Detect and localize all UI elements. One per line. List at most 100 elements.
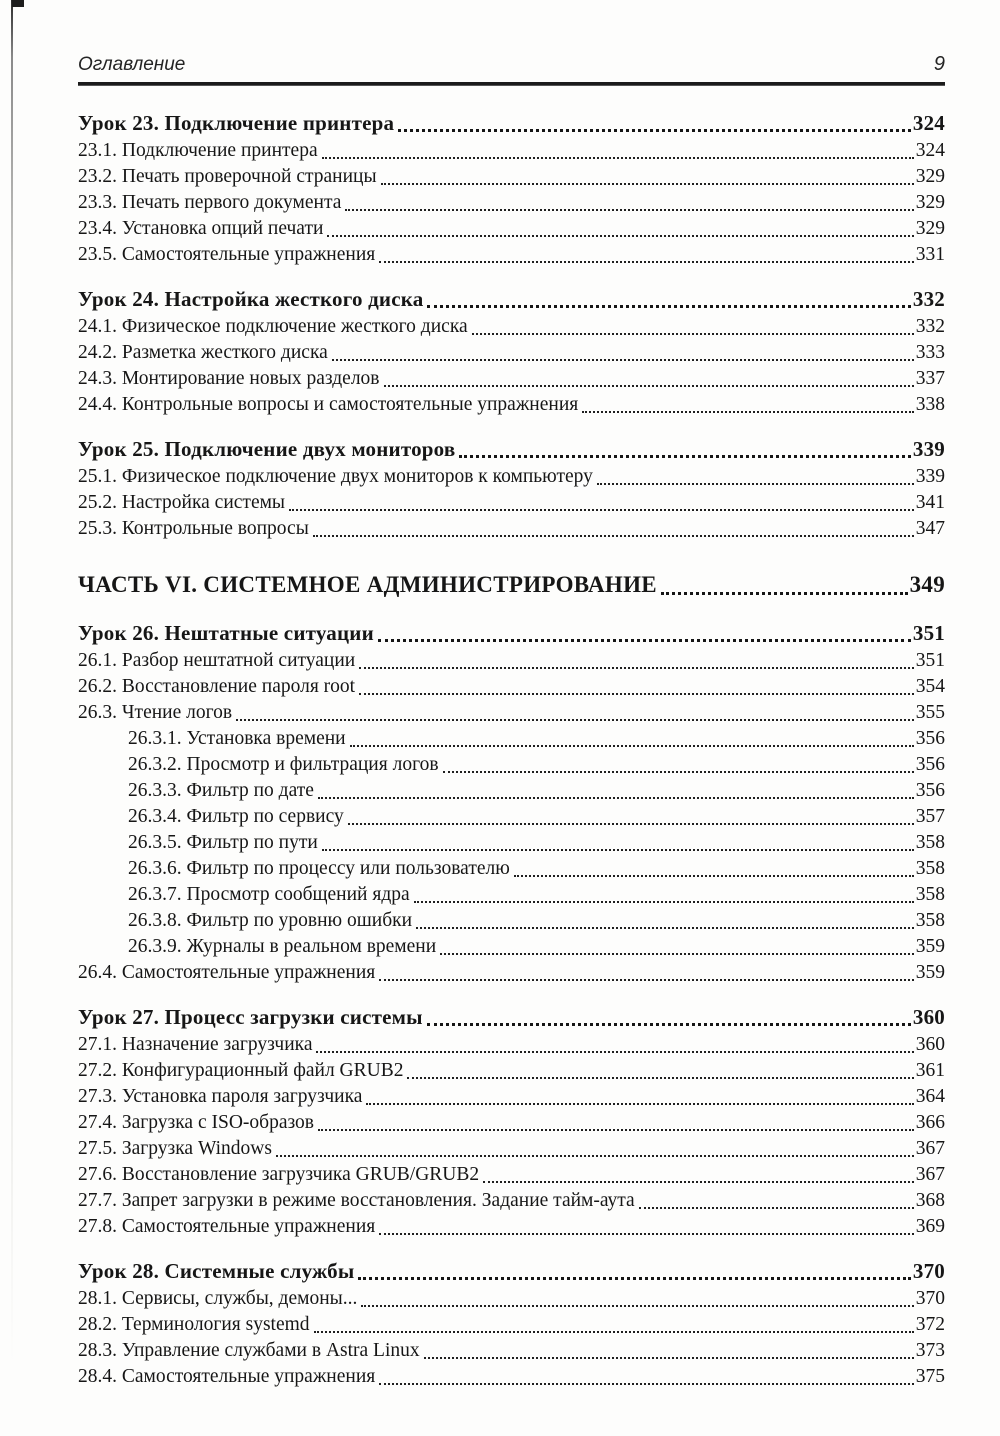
toc-entry: 28.4. Самостоятельные упражнения 375 [78, 1364, 945, 1390]
dot-leader [423, 1357, 914, 1359]
toc-entry-page: 358 [915, 832, 945, 853]
dot-leader [413, 901, 914, 903]
toc-entry-title: 26.4. Самостоятельные упражнения [78, 962, 376, 983]
toc-entry-title: Урок 25. Подключение двух мониторов [78, 437, 456, 461]
toc-entry-title: 24.2. Разметка жесткого диска [78, 342, 328, 363]
toc-entry-title: 27.6. Восстановление загрузчика GRUB/GRU… [78, 1164, 480, 1185]
toc-entry-page: 351 [912, 621, 945, 645]
dot-leader [380, 183, 914, 185]
toc-entry-title: 24.1. Физическое подключение жесткого ди… [78, 316, 468, 337]
toc-entry: 26.2. Восстановление пароля root 354 [78, 674, 945, 700]
toc-entry-page: 360 [912, 1005, 945, 1029]
toc-entry-page: 361 [915, 1060, 945, 1081]
toc-entry-page: 356 [915, 754, 945, 775]
toc-entry-title: 26.3.1. Установка времени [128, 728, 346, 749]
toc-entry: 24.4. Контрольные вопросы и самостоятель… [78, 392, 945, 418]
toc-entry-page: 324 [912, 111, 945, 135]
toc-entry-title: 24.3. Монтирование новых разделов [78, 368, 380, 389]
toc-entry: 26.3.7. Просмотр сообщений ядра 358 [78, 882, 945, 908]
toc-entry-title: 28.4. Самостоятельные упражнения [78, 1366, 376, 1387]
toc-entry-title: 27.8. Самостоятельные упражнения [78, 1216, 376, 1237]
dot-leader [426, 1023, 911, 1026]
dot-leader [513, 875, 914, 877]
toc-entry: 26.4. Самостоятельные упражнения 359 [78, 960, 945, 986]
dot-leader [596, 483, 914, 485]
toc-entry-page: 332 [912, 287, 945, 311]
dot-leader [377, 639, 911, 642]
dot-leader [321, 849, 914, 851]
dot-leader [316, 1051, 914, 1053]
dot-leader [345, 209, 914, 211]
toc-entry: 27.4. Загрузка с ISO-образов 366 [78, 1110, 945, 1136]
toc-entry-title: 26.3.2. Просмотр и фильтрация логов [128, 754, 439, 775]
toc-entry-page: 358 [915, 910, 945, 931]
dot-leader [483, 1181, 914, 1183]
toc-entry-title: 26.3.7. Просмотр сообщений ядра [128, 884, 410, 905]
toc-entry: Урок 26. Нештатные ситуации 351 [78, 618, 945, 648]
toc-entry: 25.1. Физическое подключение двух монито… [78, 464, 945, 490]
page-header: Оглавление 9 [78, 52, 945, 77]
dot-leader [289, 509, 914, 511]
toc-entry: 23.2. Печать проверочной страницы 329 [78, 164, 945, 190]
toc-entry: Урок 24. Настройка жесткого диска 332 [78, 284, 945, 314]
toc-entry-page: 367 [915, 1164, 945, 1185]
toc-entry: 27.6. Восстановление загрузчика GRUB/GRU… [78, 1162, 945, 1188]
toc-entry-page: 347 [915, 518, 945, 539]
dot-leader [442, 771, 914, 773]
toc-entry: Урок 23. Подключение принтера 324 [78, 108, 945, 138]
header-rule [78, 82, 945, 86]
toc-entry: 26.1. Разбор нештатной ситуации 351 [78, 648, 945, 674]
header-page-number: 9 [933, 53, 945, 75]
toc-entry-title: 26.1. Разбор нештатной ситуации [78, 650, 356, 671]
toc-entry: 27.5. Загрузка Windows 367 [78, 1136, 945, 1162]
toc-entry-page: 337 [915, 368, 945, 389]
toc-entry-page: 339 [915, 466, 945, 487]
toc-entry: 27.1. Назначение загрузчика 360 [78, 1032, 945, 1058]
dot-leader [379, 1233, 914, 1235]
toc-entry-title: 26.3.3. Фильтр по дате [128, 780, 314, 801]
toc-entry: 28.1. Сервисы, службы, демоны... 370 [78, 1286, 945, 1312]
toc-entry: 26.3. Чтение логов 355 [78, 700, 945, 726]
toc-entry-title: 25.1. Физическое подключение двух монито… [78, 466, 593, 487]
toc-entry: 23.4. Установка опций печати 329 [78, 216, 945, 242]
toc-entry: 23.1. Подключение принтера 324 [78, 138, 945, 164]
toc-entry-page: 355 [915, 702, 945, 723]
toc-entry-title: 24.4. Контрольные вопросы и самостоятель… [78, 394, 579, 415]
toc-entry-page: 331 [915, 244, 945, 265]
toc-entry: 27.2. Конфигурационный файл GRUB2 361 [78, 1058, 945, 1084]
toc-entry: 26.3.6. Фильтр по процессу или пользоват… [78, 856, 945, 882]
toc-entry-page: 359 [915, 962, 945, 983]
dot-leader [660, 592, 908, 595]
dot-leader [312, 535, 914, 537]
toc-entry-title: 27.2. Конфигурационный файл GRUB2 [78, 1060, 404, 1081]
toc-entry: 26.3.8. Фильтр по уровню ошибки 358 [78, 908, 945, 934]
dot-leader [327, 235, 914, 237]
dot-leader [638, 1207, 914, 1209]
dot-leader [317, 797, 914, 799]
toc-entry: 26.3.4. Фильтр по сервису 357 [78, 804, 945, 830]
toc-entry-title: 26.3.9. Журналы в реальном времени [128, 936, 437, 957]
toc-entry: Урок 27. Процесс загрузки системы 360 [78, 1002, 945, 1032]
toc-entry-page: 324 [915, 140, 945, 161]
toc-entry: 26.3.9. Журналы в реальном времени 359 [78, 934, 945, 960]
toc-entry: 28.2. Терминология systemd 372 [78, 1312, 945, 1338]
toc-entry: 24.1. Физическое подключение жесткого ди… [78, 314, 945, 340]
toc-entry: 27.8. Самостоятельные упражнения 369 [78, 1214, 945, 1240]
dot-leader [383, 385, 914, 387]
toc-entry: ЧАСТЬ VI. СИСТЕМНОЕ АДМИНИСТРИРОВАНИЕ 349 [78, 568, 945, 602]
toc-entry-title: 25.3. Контрольные вопросы [78, 518, 309, 539]
toc-entry-title: 27.7. Запрет загрузки в режиме восстанов… [78, 1190, 635, 1211]
toc-entry-page: 339 [912, 437, 945, 461]
toc-entry-title: 26.2. Восстановление пароля root [78, 676, 356, 697]
toc-entry: 28.3. Управление службами в Astra Linux 3… [78, 1338, 945, 1364]
toc-entry-page: 360 [915, 1034, 945, 1055]
toc-entry-title: 23.4. Установка опций печати [78, 218, 324, 239]
toc-entry-title: 23.2. Печать проверочной страницы [78, 166, 377, 187]
toc-entry-title: Урок 28. Системные службы [78, 1259, 355, 1283]
toc-entry-title: 27.4. Загрузка с ISO-образов [78, 1112, 315, 1133]
toc-entry-title: 26.3.6. Фильтр по процессу или пользоват… [128, 858, 510, 879]
dot-leader [379, 261, 914, 263]
toc-entry-title: ЧАСТЬ VI. СИСТЕМНОЕ АДМИНИСТРИРОВАНИЕ [78, 572, 657, 597]
toc-entry-title: 28.2. Терминология systemd [78, 1314, 310, 1335]
